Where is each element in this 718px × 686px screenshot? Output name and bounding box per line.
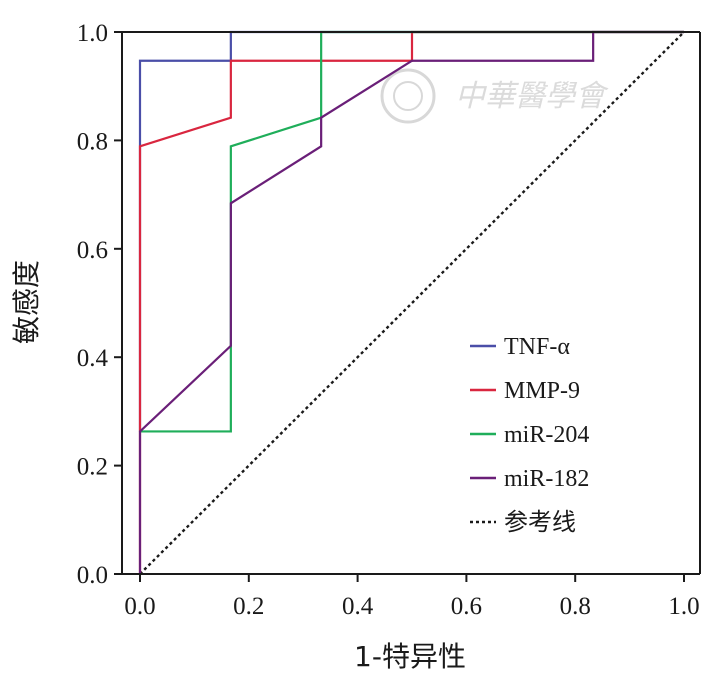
legend: TNF-α MMP-9 miR-204 miR-182 参考线 — [470, 334, 589, 536]
y-tick-label: 0.0 — [77, 562, 108, 589]
watermark-seal-icon — [380, 68, 436, 124]
legend-label: miR-182 — [504, 466, 589, 492]
y-axis-title: 敏感度 — [10, 260, 43, 344]
legend-label: miR-204 — [504, 422, 589, 448]
y-tick-label: 0.4 — [77, 345, 109, 372]
x-tick-label: 1.0 — [668, 593, 699, 620]
legend-label: TNF-α — [504, 334, 570, 360]
axes: 0.0 0.2 0.4 0.6 0.8 1.0 0.0 0.2 0.4 0.6 0.8 1.0 — [77, 20, 701, 620]
x-tick-label: 0.2 — [233, 593, 264, 620]
y-tick-label: 0.2 — [77, 454, 108, 481]
x-tick-label: 0.8 — [560, 593, 591, 620]
x-tick-label: 0.0 — [124, 593, 155, 620]
x-tick-label: 0.6 — [451, 593, 482, 620]
y-tick-label: 0.6 — [77, 237, 108, 264]
reference-line — [139, 31, 685, 575]
series-line-miR-182 — [138, 30, 684, 574]
watermark-seal-inner-icon — [393, 81, 423, 111]
y-tick-label: 1.0 — [77, 20, 108, 47]
legend-label: MMP-9 — [504, 378, 580, 404]
watermark-text: 中華醫學會 — [455, 79, 609, 114]
series-line-MMP-9 — [138, 30, 684, 574]
y-tick-label: 0.8 — [77, 128, 108, 155]
watermark: 中華醫學會 — [380, 68, 609, 124]
legend-label: 参考线 — [504, 508, 576, 536]
x-axis-title: 1-特异性 — [354, 640, 466, 673]
x-tick-label: 0.4 — [342, 593, 374, 620]
